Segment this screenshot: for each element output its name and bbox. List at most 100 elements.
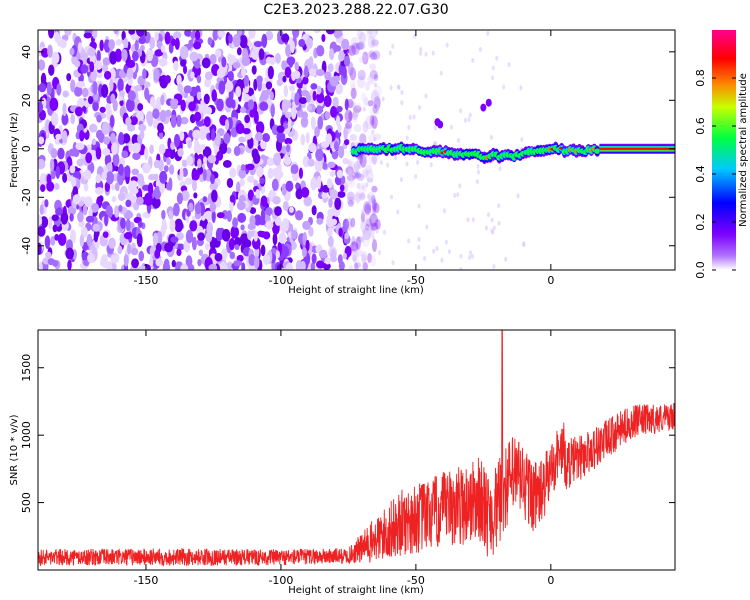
heatmap-cell bbox=[74, 60, 81, 68]
heatmap-cell bbox=[177, 83, 184, 93]
heatmap-cell bbox=[229, 167, 237, 178]
heatmap-cell bbox=[223, 132, 231, 144]
heatmap-cell bbox=[331, 149, 339, 160]
heatmap-cell bbox=[216, 98, 224, 112]
heatmap-cell bbox=[327, 161, 336, 169]
heatmap-cell bbox=[77, 211, 84, 223]
heatmap-cell bbox=[204, 169, 212, 182]
heatmap-cell bbox=[306, 104, 312, 112]
heatmap-cell bbox=[52, 260, 59, 267]
heatmap-cell bbox=[599, 147, 675, 150]
heatmap-cell bbox=[61, 130, 68, 144]
heatmap-cell bbox=[419, 46, 423, 52]
heatmap-cell bbox=[329, 189, 338, 200]
heatmap-cell bbox=[87, 96, 94, 105]
heatmap-cell bbox=[281, 60, 287, 71]
heatmap-cell bbox=[471, 217, 475, 223]
heatmap-cell bbox=[337, 254, 343, 265]
heatmap-cell bbox=[330, 106, 337, 118]
heatmap-cell bbox=[51, 214, 59, 222]
heatmap-cell bbox=[414, 174, 418, 180]
heatmap-cell bbox=[149, 258, 154, 267]
heatmap-cell bbox=[191, 178, 197, 192]
heatmap-cell bbox=[109, 51, 118, 65]
heatmap-cell bbox=[284, 111, 292, 119]
heatmap-cell bbox=[318, 249, 328, 259]
heatmap-cell bbox=[101, 63, 109, 73]
heatmap-cell bbox=[222, 160, 232, 168]
heatmap-cell bbox=[407, 238, 411, 244]
heatmap-cell bbox=[173, 202, 180, 217]
heatmap-cell bbox=[228, 34, 233, 44]
heatmap-cell bbox=[351, 171, 359, 179]
heatmap-cell bbox=[219, 143, 228, 155]
heatmap-cell bbox=[201, 104, 208, 115]
heatmap-cell bbox=[247, 136, 254, 149]
heatmap-cell bbox=[259, 101, 269, 111]
heatmap-cell bbox=[519, 85, 523, 91]
heatmap-cell bbox=[132, 50, 139, 62]
heatmap-cell bbox=[123, 254, 129, 267]
heatmap-cell bbox=[210, 173, 215, 185]
heatmap-cell bbox=[61, 112, 69, 126]
heatmap-cell bbox=[158, 131, 164, 140]
heatmap-cell bbox=[154, 49, 164, 57]
heatmap-cell bbox=[449, 124, 453, 130]
heatmap-cell bbox=[345, 65, 354, 75]
heatmap-cell bbox=[321, 192, 328, 199]
heatmap-cell bbox=[316, 92, 325, 104]
snr-x-axis-label: Height of straight line (km) bbox=[288, 585, 424, 596]
heatmap-cell bbox=[495, 55, 499, 61]
snr-ytick-label: 1500 bbox=[20, 354, 33, 382]
heatmap-cell bbox=[325, 30, 335, 35]
heatmap-cell bbox=[308, 142, 317, 153]
heatmap-cell bbox=[262, 253, 271, 266]
heatmap-cell bbox=[247, 99, 255, 111]
heatmap-cell bbox=[367, 100, 374, 107]
heatmap-cell bbox=[355, 42, 364, 50]
heatmap-cell bbox=[310, 116, 316, 130]
heatmap-cell bbox=[96, 49, 101, 63]
heatmap-cell bbox=[343, 55, 351, 67]
heatmap-cell bbox=[332, 96, 339, 108]
heatmap-cell bbox=[311, 205, 317, 216]
heatmap-cell bbox=[354, 192, 362, 203]
heatmap-cell bbox=[52, 224, 58, 233]
heatmap-cell bbox=[285, 144, 291, 153]
heatmap-cell bbox=[211, 189, 218, 203]
heatmap-cell bbox=[353, 163, 361, 171]
heatmap-cell bbox=[112, 152, 120, 167]
heatmap-cell bbox=[353, 105, 362, 113]
heatmap-cell bbox=[370, 90, 380, 104]
heatmap-cell bbox=[55, 207, 63, 216]
heatmap-cell bbox=[179, 130, 185, 142]
heatmap-cell bbox=[368, 50, 376, 58]
heatmap-cell bbox=[162, 261, 171, 270]
heatmap-cell bbox=[221, 228, 231, 242]
heatmap-cell bbox=[255, 189, 261, 199]
heatmap-cell bbox=[303, 65, 309, 78]
snr-xtick-label: -100 bbox=[268, 574, 293, 587]
heatmap-cell bbox=[417, 236, 421, 242]
heatmap-cell bbox=[144, 146, 149, 161]
heatmap-cell bbox=[143, 81, 151, 88]
heatmap-cell bbox=[194, 30, 201, 41]
heatmap-cell bbox=[49, 97, 59, 111]
snr-frame bbox=[37, 329, 676, 571]
heatmap-cell bbox=[238, 136, 246, 143]
heatmap-cell bbox=[373, 96, 381, 110]
heatmap-cell bbox=[125, 218, 131, 232]
heatmap-cell bbox=[272, 232, 278, 246]
heatmap-cell bbox=[354, 172, 362, 179]
heatmap-cell bbox=[136, 233, 143, 248]
heatmap-cell bbox=[56, 83, 62, 96]
heatmap-cell bbox=[253, 40, 263, 48]
heatmap-cell bbox=[370, 222, 376, 237]
heatmap-cell bbox=[57, 147, 65, 160]
heatmap-cell bbox=[115, 39, 122, 46]
heatmap-cell bbox=[169, 98, 179, 106]
heatmap-cell bbox=[179, 45, 189, 60]
heatmap-cell bbox=[77, 97, 85, 108]
heatmap-cell bbox=[405, 135, 409, 141]
heatmap-cell bbox=[147, 182, 154, 196]
